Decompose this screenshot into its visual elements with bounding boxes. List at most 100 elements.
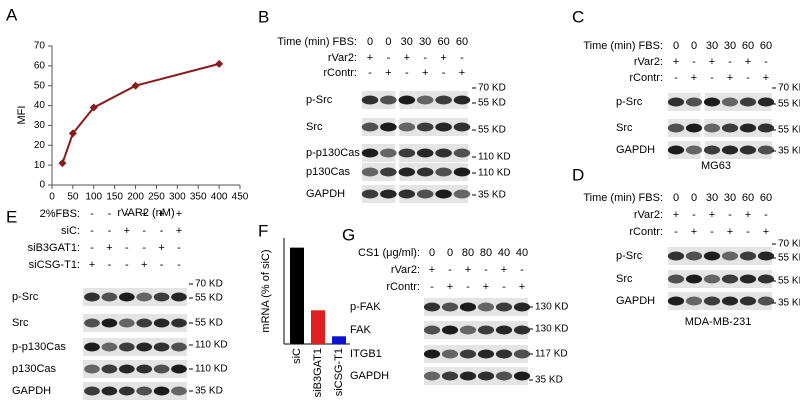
blot-band xyxy=(416,122,434,132)
blot-band xyxy=(721,123,739,133)
condition-label: siC: xyxy=(61,225,80,237)
condition-label: CS1 (μg/ml): xyxy=(358,247,420,259)
protein-label: p-FAK xyxy=(350,301,381,313)
blot-band xyxy=(380,95,397,105)
y-tick-label: 30 xyxy=(34,120,46,131)
x-axis-label: rVAR2 (nM) xyxy=(117,207,174,219)
blot-band xyxy=(721,251,739,261)
condition-value: 60 xyxy=(437,36,449,48)
blot-strip xyxy=(399,91,468,109)
condition-value: - xyxy=(108,225,112,237)
blot-band xyxy=(423,302,441,312)
condition-value: - xyxy=(710,72,714,84)
blot-band xyxy=(101,342,118,352)
blot-band xyxy=(667,145,685,155)
condition-value: 30 xyxy=(706,40,718,52)
size-marker: 130 KD xyxy=(535,302,568,313)
blot-band xyxy=(136,364,153,374)
condition-value: 30 xyxy=(724,192,736,204)
condition-value: 0 xyxy=(673,40,679,52)
blot-band xyxy=(118,318,135,328)
condition-label: rVar2: xyxy=(634,209,663,221)
blot-strip xyxy=(83,288,187,306)
condition-value: 0 xyxy=(429,247,435,259)
x-tick-label: siCSG-T1 xyxy=(333,348,345,396)
x-tick-label: siB3GAT1 xyxy=(312,348,324,397)
blot-band xyxy=(685,123,703,133)
blot-strip xyxy=(668,93,701,111)
condition-value: - xyxy=(90,242,94,254)
data-point xyxy=(89,103,98,112)
blot-band xyxy=(477,302,495,312)
condition-value: - xyxy=(448,264,452,276)
x-tick-label: 350 xyxy=(190,192,207,203)
blot-band xyxy=(453,95,471,105)
condition-value: 40 xyxy=(498,247,510,259)
blot-band xyxy=(685,296,703,306)
condition-value: - xyxy=(746,72,750,84)
blot-band xyxy=(171,342,187,352)
blot-band xyxy=(757,251,775,261)
blot-band xyxy=(721,296,739,306)
size-marker: 70 KD xyxy=(195,279,223,290)
condition-value: - xyxy=(405,67,409,79)
blot-strip xyxy=(399,144,468,162)
cell-line-caption: MG63 xyxy=(701,160,731,172)
condition-value: + xyxy=(141,208,147,220)
size-marker: 35 KD xyxy=(778,146,800,157)
blot-strip xyxy=(704,93,772,111)
blot-band xyxy=(667,296,685,306)
condition-value: + xyxy=(106,242,112,254)
size-marker: 35 KD xyxy=(535,375,563,386)
size-marker: 55 KD xyxy=(778,99,800,110)
panel-letter: D xyxy=(572,165,584,184)
condition-value: + xyxy=(176,208,182,220)
blot-band xyxy=(739,97,757,107)
condition-value: 30 xyxy=(401,36,413,48)
condition-value: - xyxy=(125,259,129,271)
condition-value: + xyxy=(459,67,465,79)
condition-label: siCSG-T1: xyxy=(29,259,80,271)
condition-value: - xyxy=(177,242,181,254)
condition-label: 2%FBS: xyxy=(40,208,80,220)
condition-label: Time (min) FBS: xyxy=(583,40,663,52)
protein-label: p-p130Cas xyxy=(306,147,360,159)
blot-strip xyxy=(704,141,772,159)
blot-band xyxy=(685,97,703,107)
blot-band xyxy=(513,371,531,381)
y-axis-label: MFI xyxy=(16,106,28,125)
blot-band xyxy=(118,342,135,352)
condition-value: - xyxy=(423,52,427,64)
condition-value: 80 xyxy=(462,247,474,259)
protein-label: p-p130Cas xyxy=(12,341,66,353)
condition-value: + xyxy=(440,52,446,64)
blot-band xyxy=(380,148,397,158)
blot-band xyxy=(398,95,416,105)
blot-band xyxy=(101,292,118,302)
condition-value: 30 xyxy=(706,192,718,204)
blot-band xyxy=(453,148,471,158)
condition-value: 80 xyxy=(480,247,492,259)
blot-band xyxy=(703,145,721,155)
size-marker: 70 KD xyxy=(778,83,800,94)
blot-band xyxy=(721,97,739,107)
blot-strip xyxy=(362,144,396,162)
condition-label: rContr: xyxy=(323,67,357,79)
blot-band xyxy=(721,145,739,155)
blot-band xyxy=(685,145,703,155)
blot-band xyxy=(685,251,703,261)
condition-value: + xyxy=(89,259,95,271)
data-point xyxy=(131,81,140,90)
blot-band xyxy=(361,148,379,158)
blot-band xyxy=(118,292,135,302)
condition-value: - xyxy=(90,208,94,220)
condition-value: + xyxy=(745,56,751,68)
protein-label: p130Cas xyxy=(306,166,351,178)
blot-strip xyxy=(399,163,468,181)
condition-value: - xyxy=(125,242,129,254)
condition-value: + xyxy=(176,225,182,237)
blot-band xyxy=(84,342,100,352)
y-tick-label: 70 xyxy=(34,41,46,52)
panel-letter: G xyxy=(342,225,355,244)
blot-band xyxy=(416,189,434,199)
